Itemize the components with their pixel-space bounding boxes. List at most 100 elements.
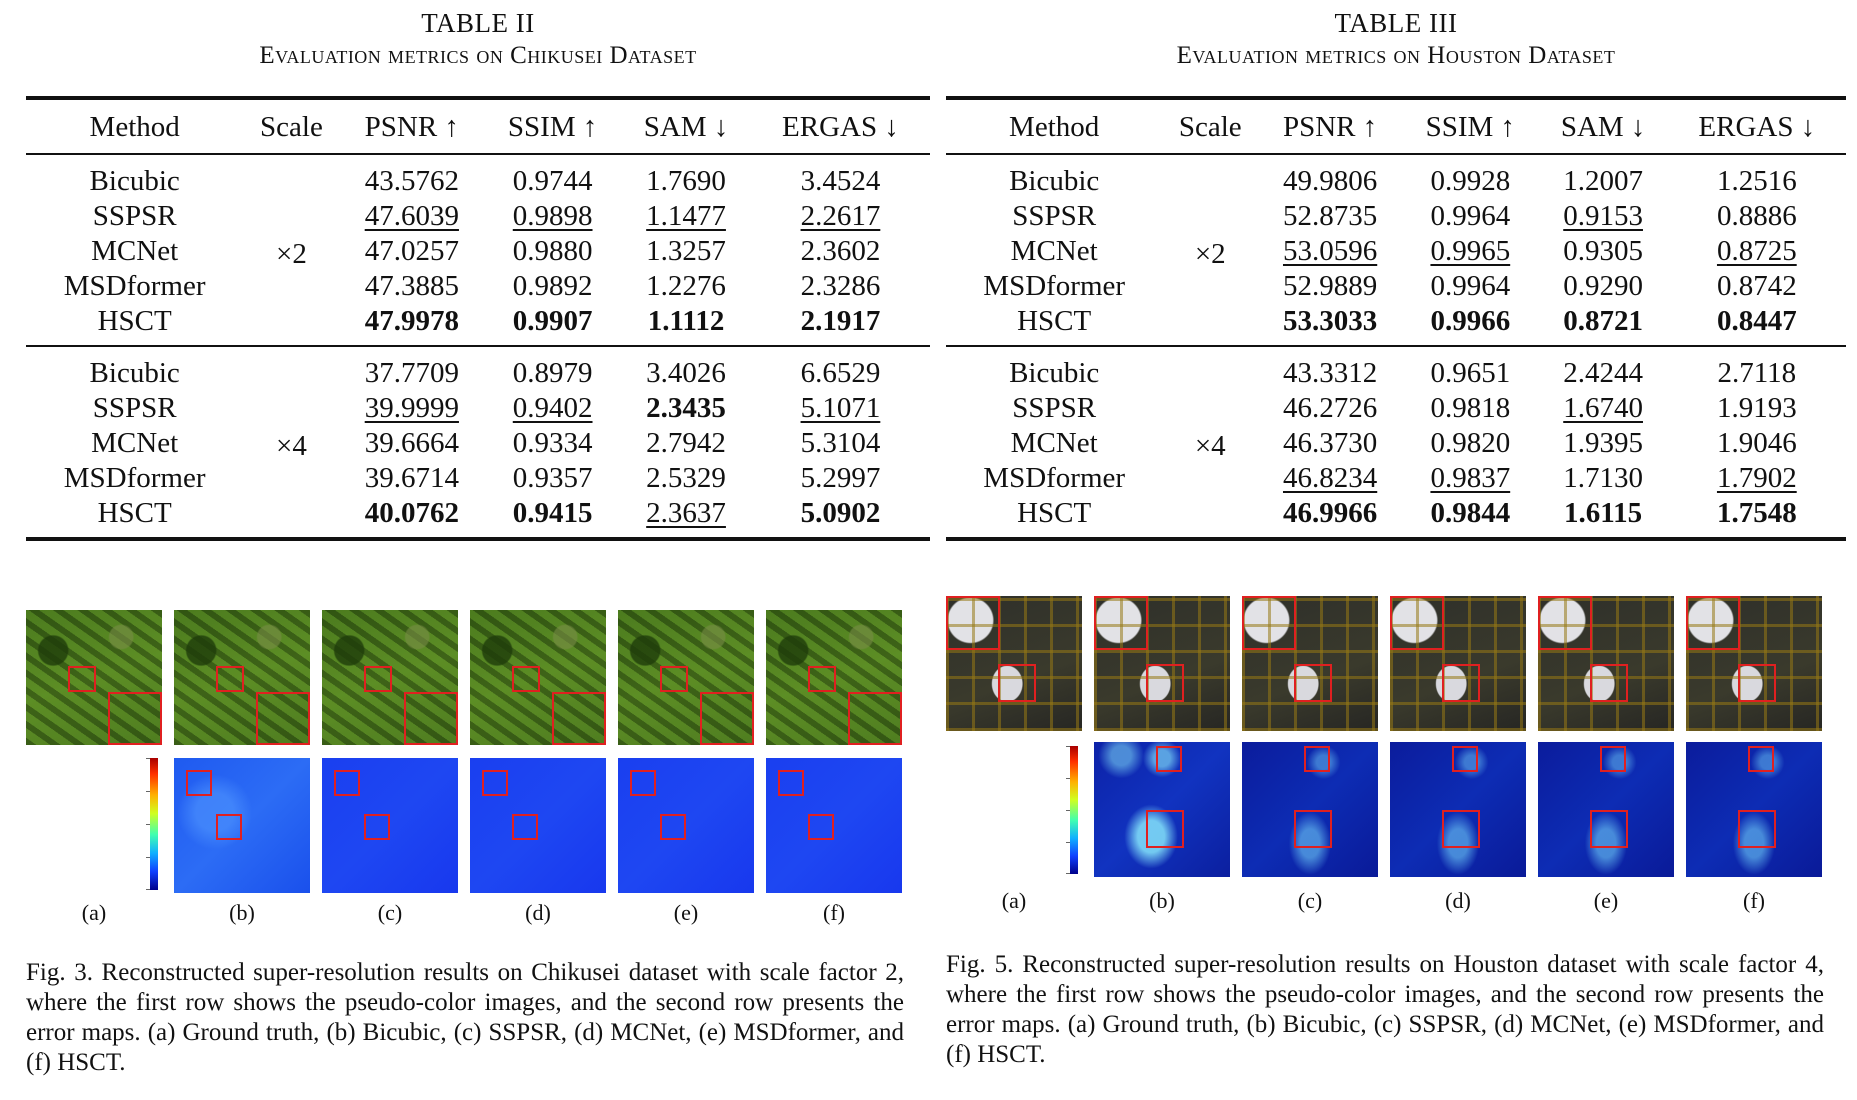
sam-cell: 1.6115 xyxy=(1564,496,1643,529)
table-row: MSDformer 39.6714 0.9357 2.5329 5.2997 xyxy=(26,461,930,496)
fig5-pseudo-color-image xyxy=(1094,596,1230,731)
sam-value: 0.9153 xyxy=(1563,199,1643,232)
colorbar-tick xyxy=(1066,873,1070,874)
fig5-pseudo-color-image xyxy=(1390,596,1526,731)
colorbar-tick xyxy=(1066,810,1070,811)
fig5-roi-box xyxy=(1304,746,1330,772)
table-ii: Method Scale PSNR ↑ SSIM ↑ SAM ↓ ERGAS ↓… xyxy=(26,96,930,541)
fig5-sublabel-e: (e) xyxy=(1593,888,1619,913)
ssim-cell: 0.9820 xyxy=(1430,426,1511,459)
fig3-roi-box xyxy=(216,814,242,840)
table-row: MCNet 53.0596 0.9965 0.9305 0.8725 xyxy=(946,234,1846,269)
fig5-zoom-inset xyxy=(1538,596,1592,650)
psnr-cell: 46.8234 xyxy=(1258,461,1402,496)
header-ssim: SSIM ↑ xyxy=(1425,111,1516,143)
fig3-pseudo-color-image xyxy=(322,610,458,745)
header-method: Method xyxy=(1009,111,1100,143)
table-ii-caption: TABLE II Evaluation metrics on Chikusei … xyxy=(26,10,930,69)
method-cell: HSCT xyxy=(97,304,172,337)
ergas-cell: 0.8725 xyxy=(1668,234,1846,269)
ssim-cell: 0.9965 xyxy=(1402,234,1539,269)
fig3-pseudo-color-image xyxy=(174,610,310,745)
scale-cell: ×2 xyxy=(276,237,307,270)
ergas-cell: 2.3286 xyxy=(800,269,881,302)
fig3-error-map xyxy=(618,758,754,893)
sam-cell: 2.7942 xyxy=(646,426,726,459)
ssim-value: 0.9837 xyxy=(1430,461,1511,494)
table-ii-title: Evaluation metrics on Chikusei Dataset xyxy=(259,42,697,69)
fig5-error-map xyxy=(1686,742,1822,877)
fig5-sublabel-d: (d) xyxy=(1445,888,1471,913)
fig5-sublabel-c: (c) xyxy=(1297,888,1323,913)
ergas-cell: 1.9046 xyxy=(1716,426,1797,459)
ergas-value: 1.7902 xyxy=(1716,461,1797,494)
method-cell: HSCT xyxy=(1017,304,1092,337)
ssim-cell: 0.9964 xyxy=(1430,269,1511,302)
ergas-cell: 1.7548 xyxy=(1716,496,1797,529)
fig5-zoom-inset xyxy=(1094,596,1148,650)
psnr-cell: 43.3312 xyxy=(1282,356,1378,389)
table-iii-section: TABLE III Evaluation metrics on Houston … xyxy=(946,0,1846,541)
fig5-roi-box xyxy=(998,664,1036,702)
table-row: MSDformer 52.9889 0.9964 0.9290 0.8742 xyxy=(946,269,1846,304)
psnr-cell: 46.3730 xyxy=(1282,426,1378,459)
header-ssim: SSIM ↑ xyxy=(507,111,598,143)
psnr-cell: 47.3885 xyxy=(364,269,459,302)
method-cell: MCNet xyxy=(1010,426,1098,459)
sam-cell: 0.9305 xyxy=(1563,234,1643,267)
sam-cell: 0.8721 xyxy=(1563,304,1643,337)
figure-3-caption: Fig. 3. Reconstructed super-resolution r… xyxy=(26,959,904,1076)
ergas-value: 5.1071 xyxy=(800,391,881,424)
fig5-roi-box xyxy=(1600,746,1626,772)
ergas-cell: 5.0902 xyxy=(800,496,881,529)
sam-cell: 0.9153 xyxy=(1539,199,1668,234)
ssim-cell: 0.9966 xyxy=(1430,304,1511,337)
ssim-cell: 0.9837 xyxy=(1402,461,1539,496)
fig5-error-colorbar xyxy=(1066,746,1078,874)
fig3-pseudo-color-image xyxy=(26,610,162,745)
colorbar-tick xyxy=(146,824,150,825)
method-cell: HSCT xyxy=(97,496,172,529)
sam-cell: 1.7690 xyxy=(646,164,726,197)
header-sam: SAM ↓ xyxy=(643,111,729,143)
table-iii: Method Scale PSNR ↑ SSIM ↑ SAM ↓ ERGAS ↓… xyxy=(946,96,1846,541)
psnr-cell: 37.7709 xyxy=(364,356,459,389)
ssim-cell: 0.9892 xyxy=(512,269,593,302)
ssim-cell: 0.9334 xyxy=(512,426,593,459)
ergas-cell: 2.7118 xyxy=(1717,356,1797,389)
fig3-sublabel-d: (d) xyxy=(525,900,551,925)
fig3-roi-box xyxy=(808,814,834,840)
header-ergas: ERGAS ↓ xyxy=(782,111,899,143)
method-cell: SSPSR xyxy=(1012,199,1097,232)
fig3-roi-box xyxy=(778,770,804,796)
sam-cell: 2.3637 xyxy=(621,496,751,539)
sam-cell: 1.9395 xyxy=(1563,426,1643,459)
table-iii-group-x2: Bicubic ×2 49.9806 0.9928 1.2007 1.2516 … xyxy=(946,154,1846,346)
psnr-cell: 39.6664 xyxy=(364,426,459,459)
ssim-cell: 0.9818 xyxy=(1430,391,1511,424)
fig3-roi-box xyxy=(630,770,656,796)
method-cell: MCNet xyxy=(1010,234,1098,267)
table-iii-header-row: Method Scale PSNR ↑ SSIM ↑ SAM ↓ ERGAS ↓ xyxy=(946,98,1846,154)
ergas-cell: 1.7902 xyxy=(1668,461,1846,496)
header-ergas: ERGAS ↓ xyxy=(1698,111,1816,143)
method-cell: MSDformer xyxy=(983,269,1126,302)
ssim-cell: 0.9402 xyxy=(484,391,621,426)
fig3-roi-box xyxy=(186,770,212,796)
ergas-cell: 2.3602 xyxy=(800,234,881,267)
ergas-value: 2.2617 xyxy=(800,199,881,232)
table-ii-group-x2: Bicubic ×2 43.5762 0.9744 1.7690 3.4524 … xyxy=(26,154,930,346)
fig5-roi-box xyxy=(1738,664,1776,702)
table-ii-header-row: Method Scale PSNR ↑ SSIM ↑ SAM ↓ ERGAS ↓ xyxy=(26,98,930,154)
fig5-roi-box xyxy=(1146,810,1184,848)
method-cell: MSDformer xyxy=(63,269,206,302)
table-row: SSPSR 39.9999 0.9402 2.3435 5.1071 xyxy=(26,391,930,426)
sam-cell: 1.2007 xyxy=(1563,164,1643,197)
figure-5-caption: Fig. 5. Reconstructed super-resolution r… xyxy=(946,951,1824,1068)
psnr-value: 39.9999 xyxy=(364,391,459,424)
fig5-roi-box xyxy=(1452,746,1478,772)
table-row: HSCT 40.0762 0.9415 2.3637 5.0902 xyxy=(26,496,930,539)
psnr-cell: 40.0762 xyxy=(364,496,459,529)
fig3-error-map xyxy=(470,758,606,893)
fig5-roi-box xyxy=(1590,664,1628,702)
